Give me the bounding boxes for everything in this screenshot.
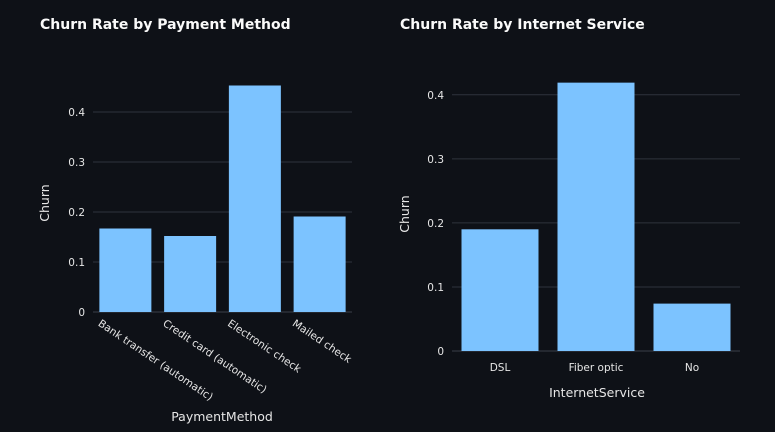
internet-service-chart: Churn Rate by Internet Service 0 0.1 0.2 0.… [397, 17, 740, 400]
bars [461, 82, 731, 351]
chart-title: Churn Rate by Payment Method [40, 17, 291, 33]
bar [461, 229, 539, 351]
x-axis-label: PaymentMethod [171, 409, 273, 424]
x-tick-label: No [685, 362, 699, 374]
y-tick-label: 0.4 [68, 107, 85, 119]
x-tick-labels: DSL Fiber optic No [490, 362, 699, 374]
y-tick-label: 0.2 [68, 207, 85, 219]
y-tick-labels: 0 0.1 0.2 0.3 0.4 [427, 90, 444, 358]
x-axis-label: InternetService [549, 385, 645, 400]
bars [99, 85, 346, 312]
x-tick-label: Mailed check [290, 318, 354, 367]
y-tick-label: 0 [78, 307, 85, 319]
y-axis-label: Churn [397, 195, 412, 232]
payment-method-chart: Churn Rate by Payment Method 00.10.20.30… [37, 17, 354, 424]
x-tick-labels: Bank transfer (automatic)Credit card (au… [96, 318, 355, 404]
y-tick-labels: 0 0.1 0.2 0.3 0.4 [68, 107, 85, 319]
x-tick-label: Credit card (automatic) [160, 318, 268, 396]
bar [228, 85, 281, 312]
bar [653, 303, 731, 351]
y-tick-label: 0.3 [427, 154, 444, 166]
x-tick-label: Fiber optic [569, 362, 624, 374]
bar [293, 216, 346, 312]
bar [557, 82, 635, 351]
y-axis-label: Churn [37, 184, 52, 221]
y-tick-label: 0.1 [68, 257, 85, 269]
x-tick-label: Bank transfer (automatic) [96, 318, 215, 404]
y-tick-label: 0.2 [427, 218, 444, 230]
y-tick-label: 0.4 [427, 90, 444, 102]
x-tick-label: DSL [490, 362, 511, 374]
chart-title: Churn Rate by Internet Service [400, 17, 645, 33]
y-tick-label: 0 [437, 346, 444, 358]
y-tick-label: 0.3 [68, 157, 85, 169]
y-tick-label: 0.1 [427, 282, 444, 294]
bar [164, 236, 217, 312]
bar [99, 228, 152, 312]
